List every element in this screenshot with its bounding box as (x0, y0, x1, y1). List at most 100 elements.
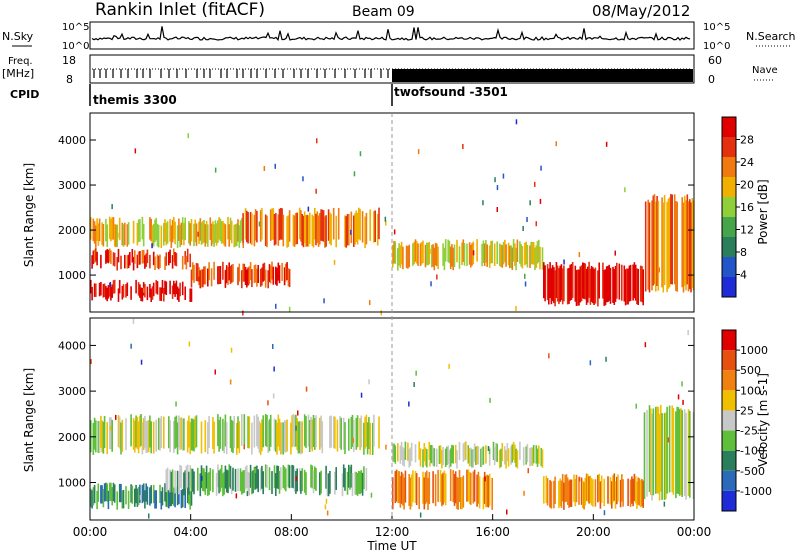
heat-cell (262, 263, 264, 282)
heat-cell (348, 214, 350, 246)
heat-cell (305, 215, 307, 247)
xtick-label: 12:00 (375, 525, 410, 539)
heat-cell (241, 218, 243, 241)
heat-cell (224, 224, 227, 247)
colorbar-segment (722, 257, 736, 277)
heat-cell (502, 241, 505, 265)
heat-cell (151, 286, 154, 300)
sparse-echo (368, 379, 370, 385)
sparse-echo (524, 273, 526, 279)
heat-cell (441, 450, 443, 469)
sparse-echo (448, 363, 450, 369)
heat-cell (470, 472, 472, 505)
colorbar-segment (722, 157, 736, 177)
heat-cell (135, 484, 137, 504)
heat-cell (202, 269, 204, 288)
heat-cell (126, 255, 129, 269)
heat-cell (583, 482, 585, 510)
heat-cell (125, 418, 127, 451)
heat-cell (237, 267, 239, 286)
heat-cell (271, 471, 273, 494)
heat-cell (636, 268, 638, 305)
heat-cell (218, 419, 220, 452)
heat-cell (392, 477, 394, 510)
heat-cell (458, 246, 461, 269)
heat-cell (154, 490, 156, 509)
sparse-echo (235, 493, 238, 499)
heat-cell (144, 490, 146, 509)
heat-cell (189, 422, 191, 455)
colorbar-segment (722, 277, 736, 297)
heat-cell (555, 262, 558, 298)
sparse-echo (134, 148, 137, 154)
heat-cell (475, 446, 477, 465)
heat-cell (173, 280, 175, 295)
heat-cell (397, 443, 399, 462)
heat-cell (91, 286, 93, 301)
heat-cell (427, 242, 429, 266)
sparse-echo (352, 437, 354, 443)
heat-cell (200, 421, 203, 454)
heat-cell (204, 472, 207, 495)
heat-cell (366, 422, 369, 455)
heat-cell (467, 445, 470, 464)
heat-cell (311, 419, 314, 452)
heat-cell (181, 281, 184, 296)
sky-panel: N.Sky 10^5 10^0 10^5 10^0 N.Search (2, 21, 796, 52)
heat-cell (471, 243, 473, 266)
heat-cell (254, 466, 257, 490)
heat-cell (90, 279, 92, 294)
heat-cell (668, 405, 671, 493)
heat-cell (253, 214, 256, 247)
sparse-echo (188, 341, 191, 347)
heat-cell (442, 472, 444, 505)
heat-cell (531, 241, 534, 265)
heat-cell (663, 413, 666, 500)
heat-cell (111, 419, 113, 452)
sparse-echo (350, 229, 352, 235)
heat-cell (597, 270, 599, 307)
heat-cell (558, 268, 560, 305)
heat-cell (212, 469, 214, 493)
heat-cell (234, 468, 237, 492)
heat-cell (433, 448, 436, 467)
heat-cell (160, 225, 163, 248)
heat-cell (194, 416, 196, 449)
sparse-echo (462, 144, 464, 149)
heat-cell (208, 415, 210, 448)
heat-cell (307, 414, 310, 447)
sparse-echo (273, 366, 275, 372)
heat-cell (276, 422, 278, 455)
heat-cell (397, 248, 399, 271)
heat-cell (678, 409, 681, 496)
sparse-echo (589, 360, 592, 366)
heat-cell (178, 471, 180, 495)
heat-cell (171, 285, 174, 299)
heat-cell (335, 467, 337, 490)
heat-cell (597, 474, 599, 503)
heat-cell (485, 240, 487, 263)
heat-cell (643, 412, 646, 500)
heat-cell (161, 280, 164, 294)
heat-cell (359, 208, 361, 241)
heat-cell (186, 464, 189, 488)
heat-cell (351, 414, 354, 447)
heat-cell (149, 254, 151, 269)
heat-cell (559, 265, 561, 302)
heat-cell (205, 465, 208, 489)
heat-cell (259, 467, 262, 491)
heat-cell (262, 415, 264, 448)
sparse-echo (430, 248, 432, 254)
heat-cell (188, 221, 190, 244)
heat-cell (444, 239, 447, 262)
colorbar-frame (721, 329, 737, 512)
heat-cell (288, 269, 291, 288)
heat-cell (154, 256, 156, 270)
heat-cell (108, 248, 111, 262)
heat-cell (98, 420, 101, 453)
heat-cell (424, 447, 427, 466)
heat-cell (619, 479, 622, 508)
heat-cell (180, 465, 183, 489)
heat-cell (97, 421, 100, 453)
heat-cell (256, 414, 258, 447)
